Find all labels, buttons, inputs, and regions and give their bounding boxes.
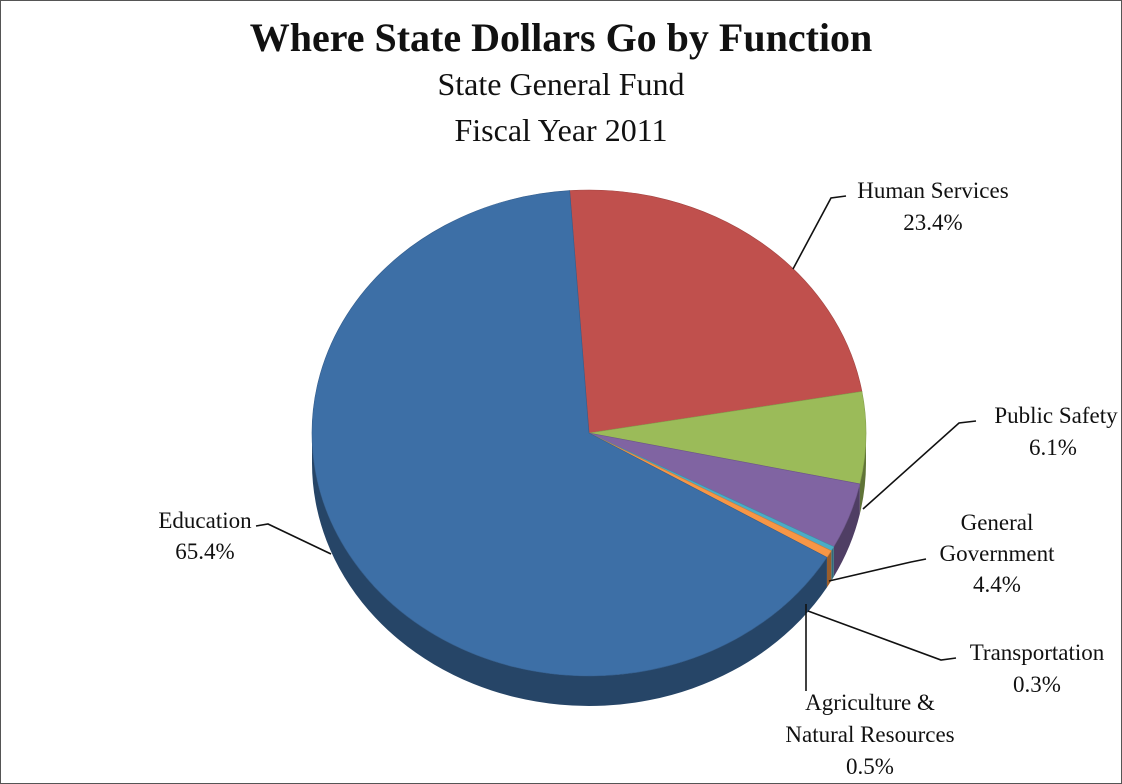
slice-label-transportation-name: Transportation [970,640,1105,665]
slice-label-human-services-value: 23.4% [903,210,962,235]
slice-label-education: Education 65.4% [158,508,252,564]
slice-label-human-services: Human Services 23.4% [857,178,1008,235]
pie-slices [311,189,867,677]
leader-line-transportation [807,610,957,661]
label-leader-lines [255,195,977,691]
slice-side-agriculture-natural-resources [826,550,832,588]
chart-subtitle-fund: State General Fund [437,66,685,102]
chart-subtitle-year: Fiscal Year 2011 [454,112,668,148]
slice-side-transportation [831,546,834,581]
leader-line-education [255,523,332,555]
slice-label-general-government: General Government 4.4% [940,510,1056,597]
slice-label-public-safety: Public Safety 6.1% [994,403,1118,460]
slice-education [311,190,828,677]
slice-label-agriculture-name-line1: Agriculture & [805,690,935,715]
slice-human-services [569,189,863,434]
leader-line-public-safety [862,420,977,510]
slice-side-public-safety [859,433,866,514]
slice-label-human-services-name: Human Services [857,178,1008,203]
slice-label-education-value: 65.4% [175,539,234,564]
slice-label-education-name: Education [158,508,252,533]
chart-title: Where State Dollars Go by Function [249,15,873,60]
slice-label-general-government-name-line1: General [961,510,1034,535]
slice-label-transportation: Transportation 0.3% [970,640,1105,697]
slice-label-agriculture-name-line2: Natural Resources [785,722,954,747]
leader-line-human-services [792,195,847,270]
leader-line-general-government [828,558,927,582]
slice-label-transportation-value: 0.3% [1013,672,1061,697]
slice-label-agriculture-value: 0.5% [846,754,894,779]
pie-depth [312,433,866,706]
slice-label-public-safety-name: Public Safety [994,403,1118,428]
slice-label-general-government-name-line2: Government [940,541,1056,566]
slice-label-public-safety-value: 6.1% [1029,435,1077,460]
slice-label-agriculture: Agriculture & Natural Resources 0.5% [785,690,954,779]
slice-label-general-government-value: 4.4% [973,572,1021,597]
slice-side-general-government [833,483,860,577]
